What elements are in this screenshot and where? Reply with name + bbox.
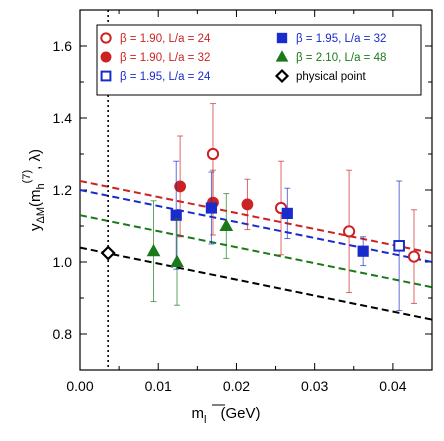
data-point [241, 178, 254, 231]
marker-square-filled [170, 209, 182, 221]
data-point [100, 245, 116, 261]
fit-line [79, 189, 433, 263]
legend-item: β = 2.10, L/a = 48 [275, 50, 386, 64]
marker-square-filled [357, 245, 369, 257]
legend-box [96, 24, 422, 96]
data-point [281, 187, 293, 240]
fit-line [79, 180, 433, 254]
x-tick-label: 0.00 [66, 378, 93, 394]
legend-label: physical point [296, 71, 366, 83]
marker-square-open [100, 70, 112, 82]
y-tick-label: 1.6 [53, 38, 73, 54]
marker-triangle-filled [170, 254, 184, 267]
marker-circle-filled [100, 51, 112, 63]
marker-circle-open [407, 250, 421, 263]
legend: β = 1.90, L/a = 24 β = 1.90, L/a = 32 β = … [96, 24, 422, 96]
legend-item: β = 1.95, L/a = 24 [100, 70, 211, 83]
y-axis-label: yΔM(mh(7), λ) [21, 149, 47, 231]
fit-line [79, 214, 433, 289]
svg-text:ml(GeV): ml (GeV) [192, 405, 261, 426]
data-point [170, 160, 182, 270]
marker-circle-filled [174, 180, 187, 193]
fit-line [79, 246, 433, 321]
y-tick-label: 1.2 [53, 182, 73, 198]
svg-text:yΔM(mh(7), λ): yΔM(mh(7), λ) [21, 149, 47, 231]
y-tick-label: 1.0 [53, 254, 73, 270]
marker-circle-open [100, 32, 112, 44]
data-point [146, 200, 161, 303]
legend-label: β = 1.90, L/a = 24 [120, 33, 211, 45]
fit-lines [79, 180, 433, 321]
data-point [205, 171, 218, 245]
y-tick-label: 0.8 [53, 326, 73, 342]
marker-square-filled [205, 202, 218, 214]
legend-item: β = 1.90, L/a = 32 [100, 51, 210, 64]
data-points [100, 103, 421, 312]
marker-triangle-filled [146, 243, 161, 257]
x-tick-label: 0.01 [145, 378, 172, 394]
legend-label: β = 1.95, L/a = 24 [120, 71, 211, 83]
marker-square-filled [276, 32, 288, 44]
legend-item: physical point [274, 68, 366, 84]
marker-square-open [393, 240, 405, 252]
x-axis-label: ml (GeV) [192, 404, 261, 426]
legend-label: β = 1.95, L/a = 32 [296, 33, 386, 45]
marker-diamond-open [100, 245, 116, 261]
data-point [170, 218, 184, 306]
legend-label: β = 2.10, L/a = 48 [296, 52, 386, 64]
data-point [357, 236, 369, 267]
x-tick-label: 0.02 [223, 378, 250, 394]
marker-triangle-filled [219, 218, 234, 231]
legend-label: β = 1.90, L/a = 32 [120, 52, 210, 64]
legend-item: β = 1.95, L/a = 32 [276, 32, 386, 45]
data-point [393, 180, 405, 312]
data-point [219, 193, 234, 259]
data-point [342, 169, 356, 294]
marker-circle-open [206, 147, 220, 161]
marker-square-filled [281, 207, 293, 220]
axis-ticks: 0.00 0.01 0.02 0.03 0.04 0.8 1.0 1.2 1.4 1.6 [53, 9, 432, 394]
legend-item: β = 1.90, L/a = 24 [100, 32, 211, 45]
marker-circle-open [342, 225, 356, 238]
x-tick-label: 0.03 [301, 378, 328, 394]
x-tick-label: 0.04 [379, 378, 406, 394]
marker-diamond-open [274, 68, 290, 84]
data-point [407, 209, 421, 304]
marker-circle-filled [241, 198, 254, 211]
marker-triangle-filled [275, 50, 289, 62]
y-tick-label: 1.4 [53, 110, 73, 126]
